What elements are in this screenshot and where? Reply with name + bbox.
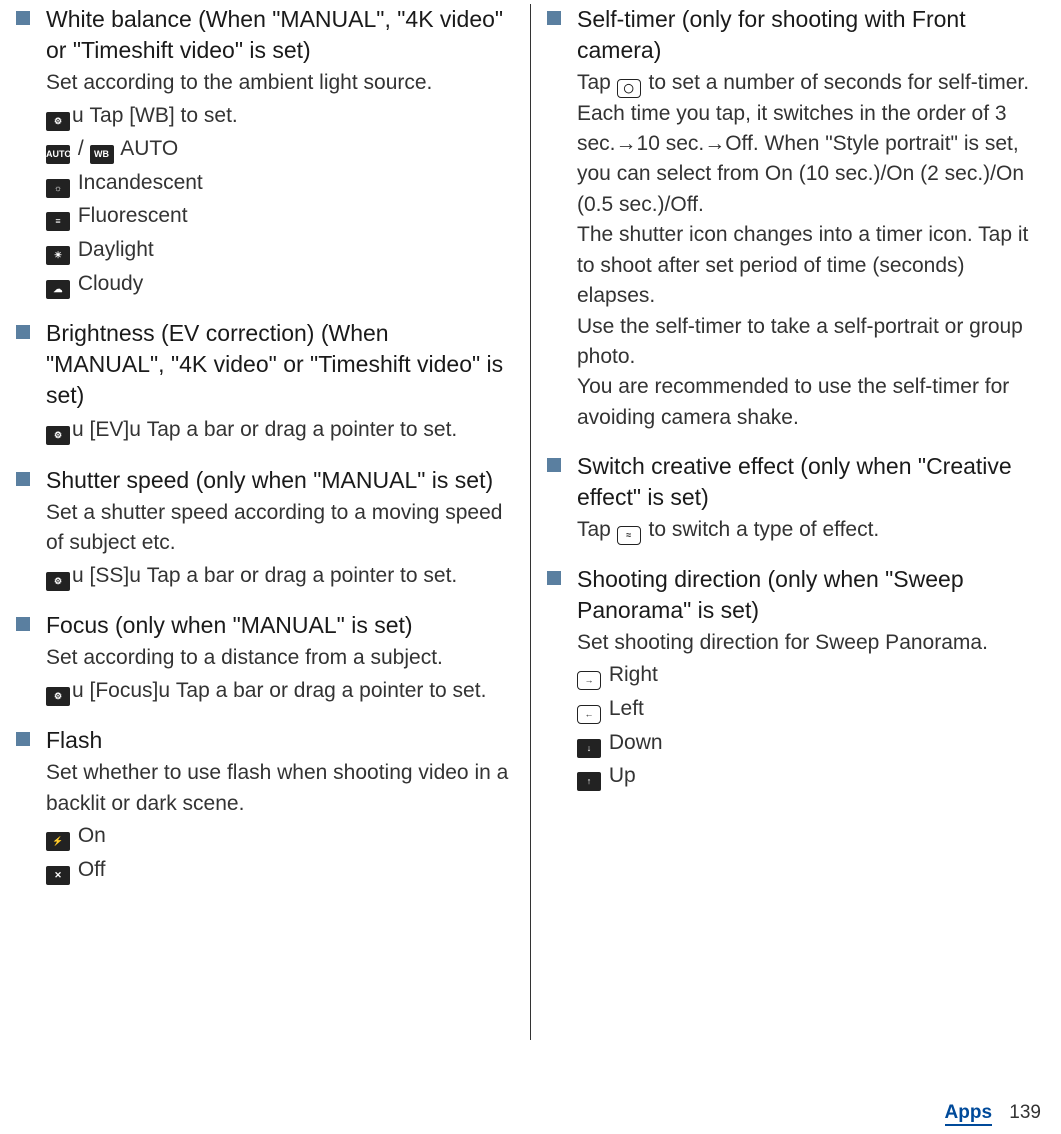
- arrow-down-icon: ↓: [577, 739, 601, 758]
- heading-self-timer: Self-timer (only for shooting with Front…: [577, 4, 1043, 66]
- left-column: White balance (When "MANUAL", "4K video"…: [0, 0, 530, 1080]
- auto-icon: AUTO: [46, 145, 70, 164]
- flash-on-icon: ⚡: [46, 832, 70, 851]
- settings-adjust-icon: ⚙: [46, 687, 70, 706]
- flash-off-row: ✕ Off: [46, 853, 512, 887]
- bullet-icon: [16, 472, 30, 486]
- wb-auto-icon: WB: [90, 145, 114, 164]
- heading-direction: Shooting direction (only when "Sweep Pan…: [577, 564, 1043, 626]
- arrow-right-icon: →: [577, 671, 601, 690]
- arrow-left-icon: ←: [577, 705, 601, 724]
- arrow-up-icon: ↑: [577, 772, 601, 791]
- daylight-icon: ☀: [46, 246, 70, 265]
- bullet-icon: [547, 11, 561, 25]
- two-column-layout: White balance (When "MANUAL", "4K video"…: [0, 0, 1061, 1080]
- bullet-icon: [547, 458, 561, 472]
- wb-auto-row: AUTO / WB AUTO: [46, 132, 512, 166]
- wb-fluorescent-row: ≡ Fluorescent: [46, 199, 512, 233]
- footer-page-number: 139: [1009, 1102, 1041, 1123]
- heading-creative: Switch creative effect (only when "Creat…: [577, 451, 1043, 513]
- dir-up-row: ↑ Up: [577, 759, 1043, 793]
- heading-flash: Flash: [46, 725, 512, 756]
- heading-brightness: Brightness (EV correction) (When "MANUAL…: [46, 318, 512, 411]
- body-shutter: Set a shutter speed according to a movin…: [46, 498, 512, 592]
- settings-adjust-icon: ⚙: [46, 572, 70, 591]
- body-brightness: ⚙u [EV]u Tap a bar or drag a pointer to …: [46, 413, 512, 447]
- wb-incandescent-row: ☼ Incandescent: [46, 166, 512, 200]
- body-creative: Tap ≈ to switch a type of effect.: [577, 515, 1043, 545]
- dir-left-row: ← Left: [577, 692, 1043, 726]
- page-footer: Apps 139: [945, 1102, 1041, 1124]
- right-column: Self-timer (only for shooting with Front…: [531, 0, 1061, 1080]
- heading-focus: Focus (only when "MANUAL" is set): [46, 610, 512, 641]
- settings-adjust-icon: ⚙: [46, 112, 70, 131]
- dir-down-row: ↓ Down: [577, 726, 1043, 760]
- section-shutter-speed: Shutter speed (only when "MANUAL" is set…: [12, 465, 512, 593]
- effect-switch-icon: ≈: [617, 526, 641, 545]
- flash-off-icon: ✕: [46, 866, 70, 885]
- body-direction: Set shooting direction for Sweep Panoram…: [577, 628, 1043, 793]
- section-focus: Focus (only when "MANUAL" is set) Set ac…: [12, 610, 512, 707]
- self-timer-icon: ◯: [617, 79, 641, 98]
- bullet-icon: [16, 732, 30, 746]
- heading-white-balance: White balance (When "MANUAL", "4K video"…: [46, 4, 512, 66]
- wb-desc: Set according to the ambient light sourc…: [46, 68, 512, 98]
- wb-action: ⚙u Tap [WB] to set.: [46, 99, 512, 133]
- body-focus: Set according to a distance from a subje…: [46, 643, 512, 707]
- bullet-icon: [16, 617, 30, 631]
- bullet-icon: [547, 571, 561, 585]
- incandescent-icon: ☼: [46, 179, 70, 198]
- settings-adjust-icon: ⚙: [46, 426, 70, 445]
- cloudy-icon: ☁: [46, 280, 70, 299]
- wb-daylight-row: ☀ Daylight: [46, 233, 512, 267]
- section-shooting-direction: Shooting direction (only when "Sweep Pan…: [543, 564, 1043, 793]
- fluorescent-icon: ≡: [46, 212, 70, 231]
- section-white-balance: White balance (When "MANUAL", "4K video"…: [12, 4, 512, 300]
- heading-shutter: Shutter speed (only when "MANUAL" is set…: [46, 465, 512, 496]
- flash-on-row: ⚡ On: [46, 819, 512, 853]
- section-creative-effect: Switch creative effect (only when "Creat…: [543, 451, 1043, 546]
- body-self-timer: Tap ◯ to set a number of seconds for sel…: [577, 68, 1043, 433]
- body-flash: Set whether to use flash when shooting v…: [46, 758, 512, 886]
- bullet-icon: [16, 325, 30, 339]
- dir-right-row: → Right: [577, 658, 1043, 692]
- footer-section-label: Apps: [945, 1102, 993, 1126]
- section-brightness: Brightness (EV correction) (When "MANUAL…: [12, 318, 512, 447]
- section-flash: Flash Set whether to use flash when shoo…: [12, 725, 512, 886]
- wb-cloudy-row: ☁ Cloudy: [46, 267, 512, 301]
- bullet-icon: [16, 11, 30, 25]
- section-self-timer: Self-timer (only for shooting with Front…: [543, 4, 1043, 433]
- body-white-balance: Set according to the ambient light sourc…: [46, 68, 512, 300]
